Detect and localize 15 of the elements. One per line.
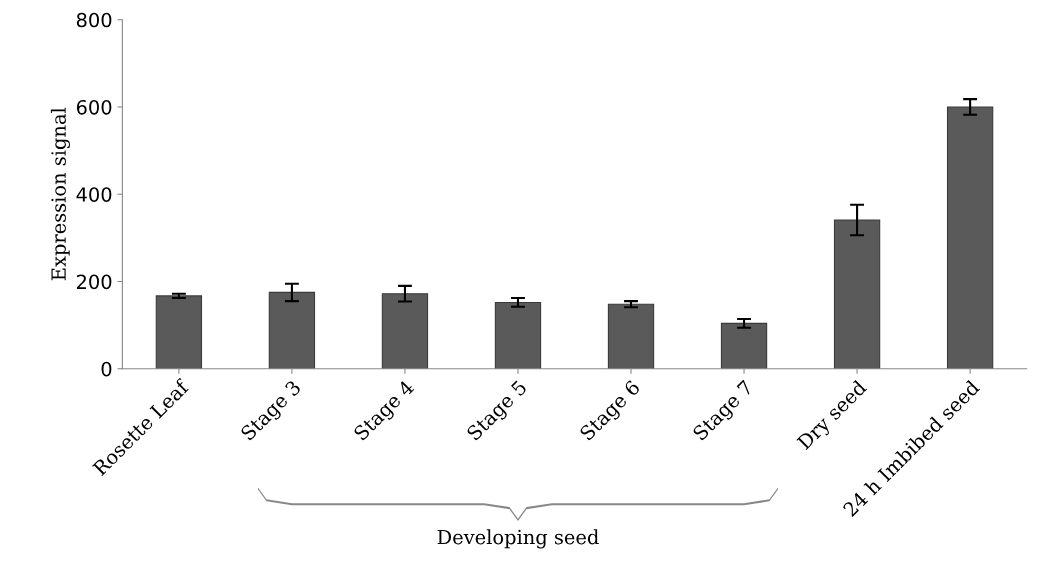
bar <box>720 322 768 369</box>
y-tick-label: 600 <box>76 99 112 115</box>
y-axis-title: Expression signal <box>50 107 70 281</box>
bar <box>946 106 994 369</box>
bar <box>607 303 655 369</box>
bar <box>268 291 316 369</box>
bar <box>833 219 881 369</box>
y-tick-label: 0 <box>101 361 112 377</box>
y-tick-label: 200 <box>76 274 112 290</box>
text: Developing seed <box>437 529 599 549</box>
bar <box>381 293 429 369</box>
bar <box>155 295 203 369</box>
bar <box>494 301 542 369</box>
y-tick-label: 800 <box>76 12 112 28</box>
y-tick-label: 400 <box>76 187 112 202</box>
